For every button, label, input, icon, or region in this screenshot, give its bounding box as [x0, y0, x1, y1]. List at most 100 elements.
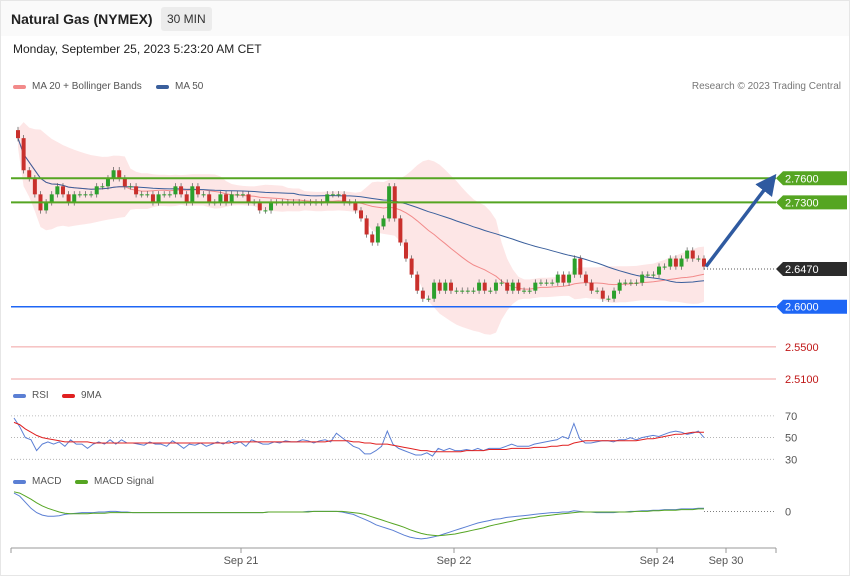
legend-9ma-label: 9MA: [81, 390, 102, 401]
candle-body: [443, 282, 448, 291]
candle-body: [77, 194, 82, 196]
candle-body: [640, 274, 645, 283]
macd-tick-label: 0: [785, 506, 791, 518]
candle-body: [482, 282, 487, 291]
candle-body: [325, 194, 330, 203]
candle-body: [336, 194, 341, 196]
macd-panel: 0: [13, 491, 791, 540]
candle-body: [409, 258, 414, 275]
candle-body: [589, 282, 594, 291]
legend-swatch: [62, 393, 75, 398]
candle-body: [448, 282, 453, 291]
candle-body: [488, 290, 493, 292]
legend-rsi: RSI: [13, 390, 49, 401]
legend-swatch: [75, 479, 88, 484]
legend-macd: MACD: [13, 476, 61, 487]
time-axis: Sep 21 Sep 22 Sep 24 Sep 30: [10, 547, 777, 567]
candle-body: [465, 290, 470, 292]
level-label: 2.5500: [785, 342, 819, 354]
candle-body: [673, 258, 678, 267]
legend-macd-label: MACD: [32, 476, 62, 487]
rsi-tick-label: 70: [785, 411, 797, 423]
candle-body: [550, 282, 555, 284]
timeframe-button[interactable]: 30 MIN: [161, 7, 212, 31]
candle-body: [117, 170, 122, 179]
candle-body: [679, 258, 684, 267]
candle-body: [538, 282, 543, 284]
legend-9ma: 9MA: [62, 390, 102, 401]
x-tick-label: Sep 22: [437, 555, 472, 567]
candle-body: [184, 194, 189, 203]
level-label: 2.6000: [785, 302, 819, 314]
candle-body: [403, 242, 408, 259]
level-badge: [776, 261, 847, 276]
candle-body: [578, 258, 583, 275]
candle-body: [235, 194, 240, 196]
candle-body: [606, 298, 611, 300]
candle-body: [359, 210, 363, 219]
candle-body: [162, 194, 167, 196]
candle-body: [342, 194, 347, 203]
candle-body: [240, 194, 245, 196]
candle-body: [16, 130, 20, 139]
candle-body: [420, 290, 425, 299]
candle-body: [364, 218, 369, 235]
candle-body: [257, 202, 262, 211]
candle-body: [150, 194, 155, 203]
candle-body: [173, 186, 178, 195]
candle-body: [617, 282, 622, 291]
candle-body: [246, 194, 251, 203]
level-badge: [776, 171, 847, 186]
candle-body: [330, 194, 335, 196]
candle-body: [628, 282, 633, 284]
candle-body: [60, 186, 65, 195]
legend-swatch: [156, 84, 169, 89]
candle-body: [645, 274, 650, 276]
candle-body: [477, 282, 482, 291]
candle-body: [493, 282, 498, 291]
candle-body: [201, 194, 206, 196]
rsi-line: [13, 417, 705, 457]
rsi-9ma-line: [13, 421, 704, 453]
candle-body: [111, 170, 116, 179]
rsi-tick-label: 50: [785, 433, 797, 445]
candle-body: [49, 194, 54, 203]
candle-body: [27, 170, 32, 179]
candle-body: [167, 194, 172, 196]
instrument-title: Natural Gas (NYMEX): [11, 11, 153, 27]
candle-body: [375, 226, 380, 243]
candle-body: [398, 218, 403, 243]
candle-body: [224, 194, 229, 203]
candle-body: [44, 202, 49, 211]
legend-swatch: [13, 479, 26, 484]
candle-body: [370, 234, 375, 243]
candle-body: [269, 202, 274, 211]
candle-body: [156, 194, 161, 203]
level-label: 2.7300: [785, 197, 819, 209]
candle-body: [139, 194, 144, 196]
legend-ma20: MA 20 + Bollinger Bands: [13, 81, 142, 92]
credit: Research © 2023 Trading Central: [691, 81, 841, 92]
candle-body: [94, 186, 99, 195]
legend-ma50: MA 50: [156, 81, 203, 92]
candle-body: [415, 274, 420, 291]
candle-body: [195, 186, 200, 195]
candle-body: [190, 186, 195, 203]
rsi-tick-label: 30: [785, 454, 797, 466]
candle-body: [437, 282, 442, 291]
candle-body: [572, 258, 577, 275]
candle-body: [555, 274, 560, 283]
candle-body: [21, 138, 26, 171]
macd-signal-line: [13, 491, 704, 537]
x-tick-label: Sep 24: [640, 555, 675, 567]
candle-body: [505, 282, 510, 291]
candle-body: [595, 290, 600, 292]
candle-body: [561, 274, 566, 283]
candle-body: [600, 290, 605, 299]
candle-body: [583, 274, 588, 283]
price-panel: 2.7600 2.7300 2.6470 2.6000 2.5500 2.5100: [11, 122, 847, 386]
candle-body: [229, 194, 234, 203]
macd-line: [13, 492, 704, 540]
rsi-panel: 70 50 30: [11, 411, 797, 466]
